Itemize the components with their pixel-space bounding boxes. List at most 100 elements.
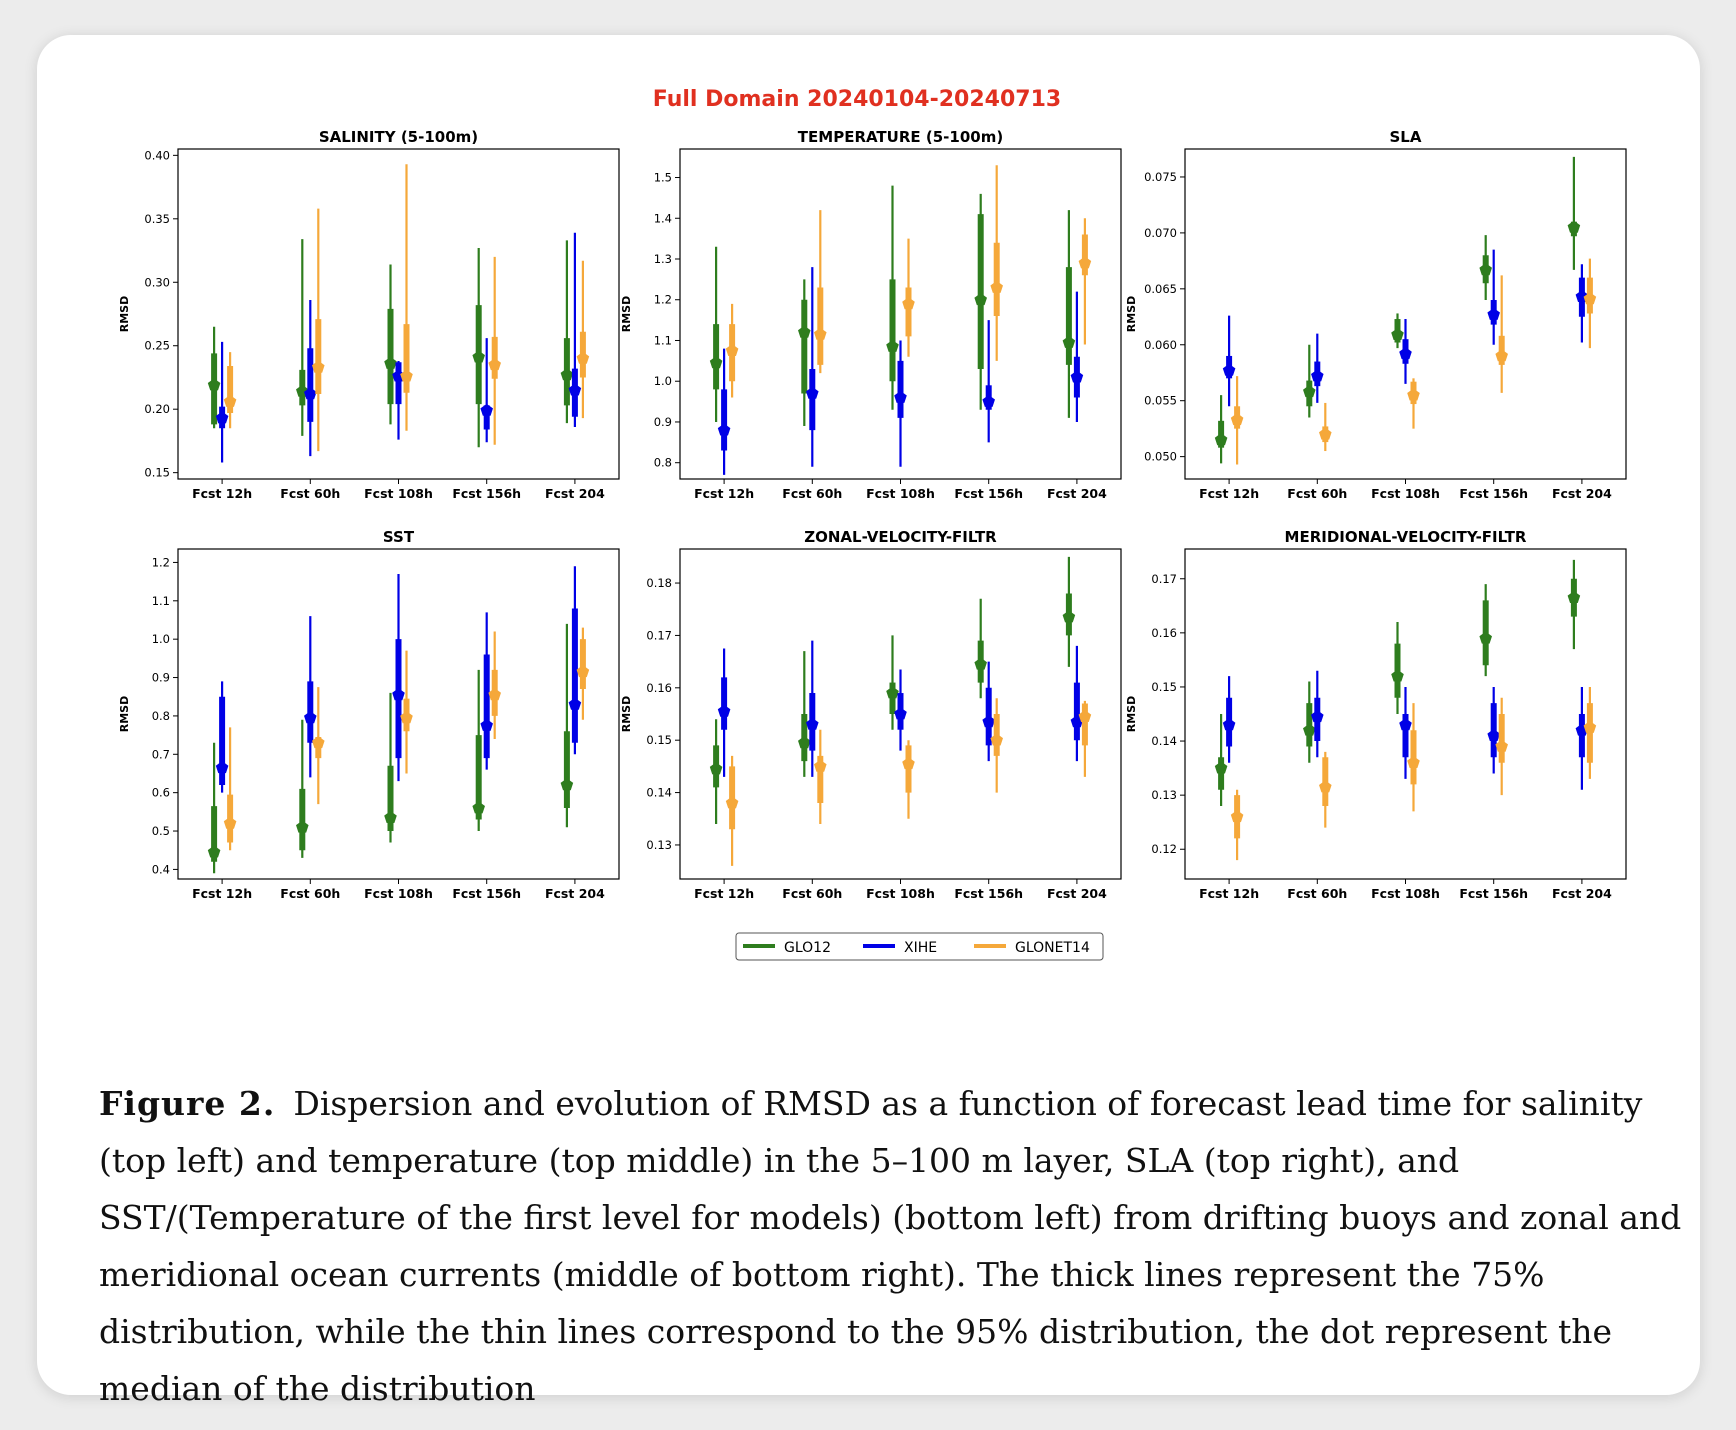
- median-marker-sst-xihe-4: [568, 697, 582, 710]
- y-tick-label-sst-8: 1.2: [152, 555, 170, 569]
- median-marker-salinity-5-100m-xihe-4: [568, 383, 582, 396]
- panel-title-salinity-5-100m: SALINITY (5-100m): [319, 128, 478, 146]
- median-marker-temperature-5-100m-xihe-0: [717, 423, 731, 436]
- median-marker-sla-glo12-1: [1303, 385, 1316, 398]
- y-tick-label-salinity-5-100m-1: 0.20: [144, 402, 170, 416]
- median-marker-zonal-velocity-filtr-glonet14-0: [725, 796, 739, 809]
- x-tick-label-sst-3: Fcst 156h: [452, 886, 521, 901]
- y-tick-label-sla-5: 0.075: [1144, 170, 1177, 184]
- x-tick-label-sst-1: Fcst 60h: [280, 886, 340, 901]
- median-marker-salinity-5-100m-glonet14-1: [312, 360, 325, 373]
- median-marker-zonal-velocity-filtr-glo12-1: [798, 736, 811, 749]
- median-marker-temperature-5-100m-glonet14-2: [902, 297, 915, 310]
- x-tick-label-sla-0: Fcst 12h: [1199, 486, 1259, 501]
- median-marker-temperature-5-100m-xihe-4: [1070, 370, 1084, 383]
- x-tick-label-salinity-5-100m-0: Fcst 12h: [192, 486, 252, 501]
- y-axis-label-temperature-5-100m: RMSD: [620, 296, 633, 332]
- y-axis-label-sst: RMSD: [118, 696, 131, 732]
- y-tick-label-sla-2: 0.060: [1144, 338, 1177, 352]
- y-tick-label-salinity-5-100m-0: 0.15: [144, 466, 170, 480]
- median-marker-temperature-5-100m-glo12-0: [709, 356, 723, 369]
- y-tick-label-zonal-velocity-filtr-2: 0.15: [646, 733, 672, 747]
- median-marker-sst-glo12-3: [472, 801, 485, 814]
- median-marker-sst-xihe-3: [480, 718, 493, 731]
- median-marker-zonal-velocity-filtr-glo12-3: [974, 657, 987, 670]
- y-tick-label-temperature-5-100m-6: 1.4: [654, 211, 672, 225]
- median-marker-salinity-5-100m-glonet14-2: [400, 369, 413, 382]
- y-axis-label-sla: RMSD: [1125, 296, 1138, 332]
- x-tick-label-meridional-velocity-filtr-1: Fcst 60h: [1287, 886, 1347, 901]
- median-marker-meridional-velocity-filtr-glonet14-4: [1583, 720, 1597, 733]
- x-tick-label-sst-0: Fcst 12h: [192, 886, 252, 901]
- legend-label-glo12: GLO12: [784, 940, 831, 956]
- median-marker-zonal-velocity-filtr-xihe-3: [982, 715, 995, 728]
- x-tick-label-temperature-5-100m-0: Fcst 12h: [694, 486, 754, 501]
- y-tick-label-temperature-5-100m-2: 1.0: [654, 374, 672, 388]
- median-marker-meridional-velocity-filtr-glo12-3: [1479, 631, 1492, 644]
- median-marker-meridional-velocity-filtr-glonet14-3: [1495, 739, 1508, 752]
- y-tick-label-sst-3: 0.7: [152, 747, 170, 761]
- panel-title-sst: SST: [383, 528, 415, 546]
- y-tick-label-meridional-velocity-filtr-1: 0.13: [1151, 788, 1177, 802]
- y-tick-label-salinity-5-100m-4: 0.35: [144, 212, 170, 226]
- y-tick-label-sst-4: 0.8: [152, 709, 170, 723]
- median-marker-zonal-velocity-filtr-glo12-4: [1062, 610, 1076, 623]
- median-marker-zonal-velocity-filtr-glo12-2: [886, 686, 899, 699]
- median-marker-sst-glonet14-0: [223, 816, 237, 829]
- y-tick-label-salinity-5-100m-2: 0.25: [144, 339, 170, 353]
- median-marker-sst-glo12-1: [296, 820, 309, 833]
- median-marker-temperature-5-100m-glonet14-1: [814, 327, 827, 340]
- x-tick-label-sla-2: Fcst 108h: [1371, 486, 1440, 501]
- median-marker-sla-glonet14-4: [1583, 292, 1597, 305]
- median-marker-sla-xihe-1: [1311, 369, 1324, 382]
- median-marker-sla-glonet14-3: [1495, 349, 1508, 362]
- median-marker-temperature-5-100m-glo12-1: [798, 325, 811, 338]
- y-tick-label-sst-0: 0.4: [152, 862, 170, 876]
- x-tick-label-sst-4: Fcst 204: [545, 886, 605, 901]
- median-marker-zonal-velocity-filtr-xihe-2: [894, 707, 907, 720]
- chart-panels: SALINITY (5-100m) RMSD 0.15 0.20 0.25 0.30 0.3…: [118, 128, 1627, 901]
- legend-item-glonet14: GLONET14: [974, 940, 1090, 956]
- x-tick-label-salinity-5-100m-1: Fcst 60h: [280, 486, 340, 501]
- x-tick-label-zonal-velocity-filtr-4: Fcst 204: [1047, 886, 1107, 901]
- median-marker-sst-glonet14-3: [488, 688, 501, 701]
- median-marker-meridional-velocity-filtr-glonet14-1: [1319, 780, 1332, 793]
- axes-frame-sla: [1184, 148, 1627, 480]
- median-marker-sla-glonet14-0: [1230, 413, 1244, 426]
- median-marker-sst-xihe-0: [215, 761, 229, 774]
- median-marker-zonal-velocity-filtr-glonet14-3: [990, 733, 1003, 746]
- legend: GLO12 XIHE GLONET14: [735, 932, 1104, 961]
- x-tick-label-sla-1: Fcst 60h: [1287, 486, 1347, 501]
- median-marker-zonal-velocity-filtr-glonet14-1: [814, 759, 827, 772]
- panel-zonal-velocity-filtr: ZONAL-VELOCITY-FILTR RMSD 0.13 0.14 0.15 0.16…: [620, 528, 1122, 901]
- y-axis-label-salinity-5-100m: RMSD: [118, 296, 131, 332]
- median-marker-sla-glo12-3: [1479, 263, 1492, 276]
- median-marker-meridional-velocity-filtr-glo12-4: [1567, 591, 1581, 603]
- median-marker-sst-glo12-2: [384, 810, 397, 823]
- median-marker-temperature-5-100m-glo12-3: [974, 293, 987, 306]
- x-tick-label-meridional-velocity-filtr-3: Fcst 156h: [1459, 886, 1528, 901]
- legend-frame: [735, 932, 1104, 961]
- y-axis-label-zonal-velocity-filtr: RMSD: [620, 696, 633, 732]
- y-tick-label-sst-6: 1.0: [152, 632, 170, 646]
- median-marker-salinity-5-100m-glonet14-4: [576, 351, 590, 364]
- figure-canvas: Full Domain 20240104-20240713 SALINITY (…: [118, 87, 1627, 961]
- y-tick-label-salinity-5-100m-3: 0.30: [144, 275, 170, 289]
- median-marker-sla-glonet14-1: [1319, 427, 1332, 440]
- median-marker-meridional-velocity-filtr-xihe-1: [1311, 710, 1324, 723]
- y-tick-label-meridional-velocity-filtr-0: 0.12: [1151, 842, 1177, 856]
- x-tick-label-sst-2: Fcst 108h: [364, 886, 433, 901]
- y-tick-label-temperature-5-100m-4: 1.2: [654, 293, 672, 307]
- y-tick-label-sla-4: 0.070: [1144, 226, 1177, 240]
- median-marker-sla-glo12-0: [1214, 433, 1228, 446]
- median-marker-salinity-5-100m-xihe-1: [304, 387, 317, 400]
- median-marker-sla-xihe-3: [1487, 307, 1500, 320]
- x-tick-label-meridional-velocity-filtr-2: Fcst 108h: [1371, 886, 1440, 901]
- median-marker-sla-glonet14-2: [1407, 388, 1420, 401]
- panel-temperature-5-100m: TEMPERATURE (5-100m) RMSD 0.8 0.9 1.0 1.1 1.2 1…: [620, 128, 1122, 501]
- median-marker-sst-xihe-1: [304, 711, 317, 724]
- median-marker-temperature-5-100m-glo12-4: [1062, 335, 1076, 348]
- legend-item-glo12: GLO12: [743, 940, 831, 956]
- median-marker-salinity-5-100m-glonet14-0: [223, 394, 237, 407]
- y-axis-label-meridional-velocity-filtr: RMSD: [1125, 696, 1138, 732]
